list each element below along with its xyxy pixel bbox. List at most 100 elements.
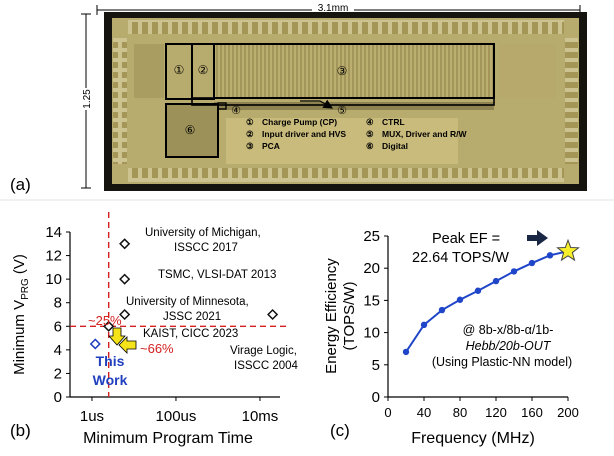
chart-c-y-label-line1: Energy Efficiency [323, 258, 340, 374]
chart-b-x-tick-label-2: 10ms [242, 408, 279, 425]
chart-b-point-2 [119, 308, 131, 321]
chart-b-x-tick-label-0: 1us [80, 408, 104, 425]
chart-c-x-axis-label: Frequency (MHz) [411, 430, 535, 447]
height-dimension-bg [80, 88, 92, 110]
chart-b-y-label-subscript: PRG [20, 278, 31, 300]
chart-c-y-label-line2: (TOPS/W) [341, 282, 358, 351]
chart-c-point-3 [456, 296, 464, 303]
label-michigan-2: ISSCC 2017 [174, 242, 238, 254]
left-pad-ring [113, 38, 127, 164]
block-digital [165, 103, 219, 158]
chart-c-y-tick-label-4: 20 [363, 260, 380, 277]
this-work-label-line2: Work [93, 372, 128, 388]
chart-c-y-tick-label-2: 10 [363, 325, 380, 342]
legend-num-4: ④ [366, 117, 374, 127]
chart-c-y-tick-label-5: 25 [363, 228, 380, 245]
chart-c-point-0 [402, 348, 410, 356]
chart-c-x-tick-label-1: 40 [417, 405, 431, 420]
chart-b-y-tick-label-0: 0 [54, 389, 62, 406]
chart-c-x-tick-label-5: 200 [557, 405, 579, 420]
right-logic-area [498, 44, 556, 98]
note-line2: Hebb/20b-OUT [466, 339, 552, 353]
peak-star-icon [556, 238, 580, 262]
chart-c-y-tick-label-0: 0 [372, 389, 380, 406]
peak-label-line2: 22.64 TOPS/W [412, 250, 509, 266]
legend-area-bg [226, 118, 458, 164]
chart-b-point-0 [119, 238, 131, 250]
chart-b-y-axis-label: Minimum VPRG (V) [11, 254, 31, 375]
block-ctrl [217, 102, 227, 110]
note-line1: @ 8b-x/8b-α/1b- [463, 323, 554, 337]
chart-b-y-label-unit: (V) [11, 254, 28, 278]
driver-strip [214, 102, 494, 110]
chart-b-y-tick-label-7: 14 [45, 224, 62, 241]
chart-c-point-8 [546, 252, 554, 259]
block-number-4: ④ [231, 105, 241, 117]
legend-text-5: MUX, Driver and R/W [382, 129, 468, 139]
block-number-5: ⑤ [337, 105, 347, 117]
chart-c-series-line [405, 250, 569, 353]
chart-c-point-1 [420, 321, 428, 329]
width-dimension-label: 3.1mm [318, 3, 349, 14]
left-edge-area [134, 44, 164, 98]
legend-num-3: ③ [246, 141, 254, 151]
legend-num-1: ① [246, 117, 254, 127]
peak-label-line1: Peak EF = [432, 231, 500, 247]
chart-c-x-tick-label-0: 0 [384, 405, 391, 420]
width-dimension-bg [312, 2, 354, 13]
legend-text-6: Digital [382, 141, 408, 151]
chart-b-y-tick-label-3: 6 [54, 318, 62, 335]
chart-b-y-tick-label-5: 10 [45, 271, 62, 288]
annotation-66pct: ~66% [140, 341, 174, 356]
chart-c-point-6 [510, 268, 518, 275]
chart-c-point-5 [492, 277, 500, 285]
chart-b-y-tick-label-2: 4 [54, 342, 62, 359]
legend-text-4: CTRL [382, 117, 405, 127]
chart-c-point-4 [474, 287, 482, 294]
legend-num-2: ② [246, 129, 254, 139]
chart-b-point-1 [119, 273, 131, 285]
peak-arrow-icon [527, 230, 548, 246]
chart-c-x-tick-label-4: 160 [521, 405, 543, 420]
legend-num-6: ⑥ [366, 141, 374, 151]
note-line3: (Using Plastic-NN model) [432, 355, 572, 369]
die-legend: ① Charge Pump (CP) ② Input driver and HV… [246, 117, 468, 151]
annotation-25pct: ~25% [88, 313, 122, 328]
chart-b-x-tick-label-1: 100us [156, 408, 197, 425]
panel-a-die-photo: (a) 3.1mm 1.25 ① [10, 2, 587, 194]
panel-b-label: (b) [10, 421, 31, 440]
chart-b-y-label-main: Minimum V [11, 300, 28, 375]
chart-c-y-tick-label-1: 5 [372, 357, 380, 374]
bottom-pad-ring [128, 168, 564, 182]
chart-b-y-tick-label-1: 2 [54, 365, 62, 382]
block-number-3: ③ [337, 64, 348, 78]
label-virage-1: Virage Logic, [230, 345, 297, 357]
block-number-6: ⑥ [185, 123, 196, 137]
chart-b-y-tick-label-6: 12 [45, 248, 62, 265]
legend-text-3: PCA [262, 141, 280, 151]
legend-text-2: Input driver and HVS [262, 129, 346, 139]
chart-b-y-tick-label-4: 8 [54, 295, 62, 312]
chart-c-x-tick-label-2: 80 [453, 405, 467, 420]
panel-b-chart: 0 2 4 6 8 10 12 14 1us 100us 10ms Minimum VPRG (V… [10, 212, 299, 447]
left-arrow-66pct [118, 336, 137, 354]
legend-text-1: Charge Pump (CP) [262, 117, 337, 127]
this-work-label-line1: This [96, 353, 125, 369]
legend-num-5: ⑤ [366, 129, 374, 139]
label-virage-2: ISSCC 2004 [234, 360, 299, 372]
label-kaist: KAIST, CICC 2023 [143, 328, 238, 340]
right-pad-ring [565, 38, 578, 164]
chart-c-point-2 [438, 306, 446, 314]
chart-b-point-3 [103, 320, 115, 332]
mux-callout-arrow [300, 99, 334, 109]
panel-c-chart: 0 5 10 15 20 25 0 40 80 120 160 200 Energy Efficie… [323, 228, 580, 447]
label-tsmc: TSMC, VLSI-DAT 2013 [158, 269, 276, 281]
panel-a-label: (a) [10, 175, 31, 194]
block-number-2: ② [198, 63, 209, 77]
digital-area-texture [166, 104, 218, 156]
height-dimension-label: 1.25 [82, 89, 93, 109]
chart-b-point-5 [89, 338, 101, 350]
top-pad-ring [128, 20, 564, 34]
chart-b-x-axis-label: Minimum Program Time [83, 430, 253, 447]
